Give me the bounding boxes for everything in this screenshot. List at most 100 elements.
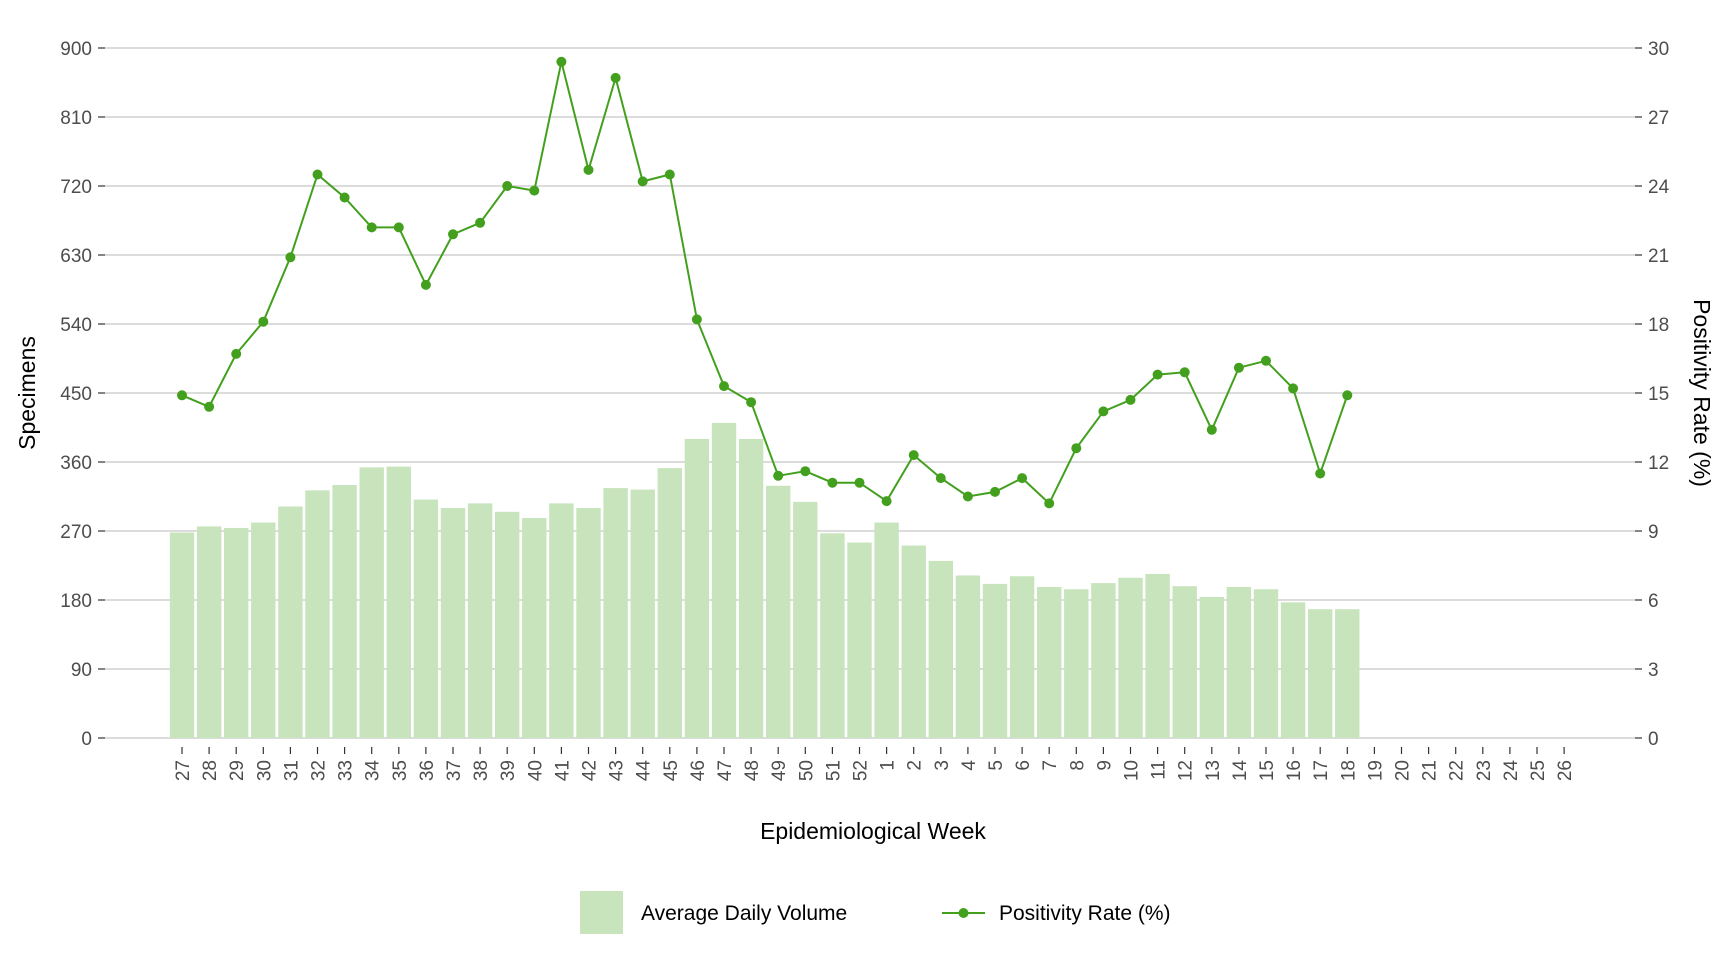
x-tick-label: 25	[1528, 760, 1549, 781]
x-tick-label: 41	[552, 760, 573, 781]
legend: Average Daily Volume Positivity Rate (%)	[580, 891, 1171, 934]
y-axis-title: Specimens	[14, 336, 40, 450]
line-point	[312, 169, 323, 180]
line-point	[719, 381, 729, 392]
bar	[549, 503, 574, 738]
x-tick-label: 24	[1501, 760, 1522, 782]
bar	[576, 508, 601, 738]
line-point	[1342, 390, 1353, 401]
line-point	[1098, 406, 1109, 417]
bar	[1064, 589, 1089, 738]
bar	[874, 522, 899, 738]
bar	[169, 532, 195, 738]
bar	[495, 511, 520, 738]
line-point	[177, 390, 187, 401]
bar	[955, 575, 981, 738]
bar-series	[169, 422, 1360, 738]
y-tick-label: 180	[60, 591, 92, 612]
bar	[278, 506, 303, 738]
bar	[928, 560, 953, 738]
x-tick-label: 35	[390, 760, 411, 781]
y-tick-label: 90	[71, 660, 92, 681]
x-tick-label: 7	[1040, 760, 1061, 771]
bar	[386, 466, 411, 738]
x-tick-label: 43	[607, 760, 628, 781]
y-tick-label: 270	[60, 522, 92, 543]
y2-tick-label: 12	[1648, 453, 1669, 474]
bar	[793, 501, 818, 738]
x-tick-label: 26	[1555, 760, 1576, 781]
line-point	[827, 477, 838, 488]
bar	[196, 526, 222, 738]
bar	[1253, 589, 1279, 738]
right-axis-ticks: 0 3 6 9 12 15 18 21 24 27 30	[1635, 39, 1670, 750]
bar	[332, 485, 357, 738]
bar	[359, 467, 384, 738]
bar	[711, 422, 737, 738]
x-tick-label: 3	[932, 760, 953, 771]
x-tick-label: 32	[309, 760, 330, 781]
line-point	[664, 169, 675, 180]
x-tick-label: 21	[1420, 760, 1441, 781]
legend-swatch-point	[958, 908, 969, 918]
y-tick-label: 360	[60, 453, 92, 474]
legend-label-line: Positivity Rate (%)	[999, 902, 1171, 925]
x-tick-label: 8	[1067, 760, 1088, 771]
line-point	[990, 486, 1000, 497]
bar	[1172, 586, 1197, 738]
x-tick-label: 17	[1311, 760, 1332, 781]
y2-tick-label: 24	[1648, 177, 1670, 198]
line-point	[746, 397, 757, 408]
bar	[1335, 609, 1360, 738]
line-point	[1179, 367, 1190, 378]
line-point	[1206, 424, 1217, 435]
line-point	[854, 477, 865, 488]
x-tick-label: 48	[742, 760, 763, 781]
line-point	[881, 496, 892, 507]
y-tick-label: 630	[60, 246, 92, 267]
line-point	[258, 316, 269, 327]
x-tick-label: 52	[851, 760, 872, 781]
x-tick-label: 9	[1094, 760, 1115, 771]
x-tick-label: 29	[227, 760, 248, 781]
x-tick-label: 16	[1284, 760, 1305, 781]
line-point	[1071, 443, 1082, 454]
y-tick-label: 810	[60, 108, 92, 129]
bar	[522, 517, 547, 738]
line-point	[1152, 369, 1163, 380]
x-tick-label: 23	[1474, 760, 1495, 781]
line-point	[502, 181, 513, 191]
bar	[1091, 583, 1116, 738]
x-tick-label: 47	[715, 760, 736, 781]
x-tick-label: 46	[688, 760, 709, 781]
x-tick-label: 5	[986, 760, 1007, 771]
bar	[1226, 586, 1252, 738]
line-point	[1315, 468, 1326, 479]
line-point	[637, 176, 648, 187]
line-point	[529, 185, 540, 196]
bar	[901, 545, 926, 738]
line-point	[583, 164, 594, 175]
x-tick-label: 22	[1447, 760, 1468, 781]
line-point	[1017, 473, 1028, 484]
bar	[657, 468, 682, 738]
x-tick-label: 2	[905, 760, 926, 771]
line-point	[420, 279, 431, 290]
line-point	[285, 252, 296, 263]
line-point	[475, 217, 486, 228]
x-tick-label: 40	[525, 760, 546, 781]
x-tick-label: 36	[417, 760, 438, 781]
x-tick-label: 1	[878, 760, 899, 771]
x-tick-label: 50	[796, 760, 817, 781]
bar	[467, 503, 493, 738]
line-point	[691, 314, 702, 325]
x-tick-label: 33	[336, 760, 357, 781]
x-tick-label: 31	[281, 760, 302, 781]
y2-tick-label: 15	[1648, 384, 1669, 405]
bar	[1009, 576, 1035, 738]
line-point	[556, 56, 567, 67]
line-point	[1288, 383, 1299, 394]
y2-tick-label: 30	[1648, 39, 1669, 60]
line-point	[800, 466, 811, 477]
